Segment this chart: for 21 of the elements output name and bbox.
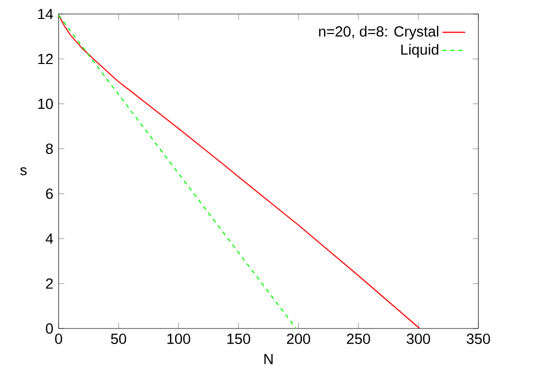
y-tick-label: 2 xyxy=(46,278,53,289)
y-tick-label: 12 xyxy=(38,54,53,64)
x-tick-label: 50 xyxy=(111,334,126,344)
x-tick-label: 100 xyxy=(167,334,190,344)
legend-label: Liquid xyxy=(401,44,438,58)
line-series xyxy=(58,14,297,329)
y-tick-label: 10 xyxy=(38,98,53,110)
y-tick-label: 0 xyxy=(46,323,53,334)
y-tick-label: 4 xyxy=(46,234,54,244)
y-tick-label: 8 xyxy=(46,144,53,154)
x-tick-label: 300 xyxy=(406,334,430,344)
x-tick-label: 150 xyxy=(227,334,250,344)
x-axis-title: N xyxy=(264,354,273,364)
y-tick-label: 6 xyxy=(46,188,53,199)
x-tick-label: 350 xyxy=(466,334,490,344)
x-tick-label: 0 xyxy=(55,334,62,344)
x-tick-label: 200 xyxy=(286,334,310,344)
y-axis-title: s xyxy=(20,167,27,176)
y-tick-label: 14 xyxy=(38,9,54,20)
legend-label: n=20, d=8: Crystal xyxy=(319,26,438,40)
x-tick-label: 250 xyxy=(346,334,370,344)
